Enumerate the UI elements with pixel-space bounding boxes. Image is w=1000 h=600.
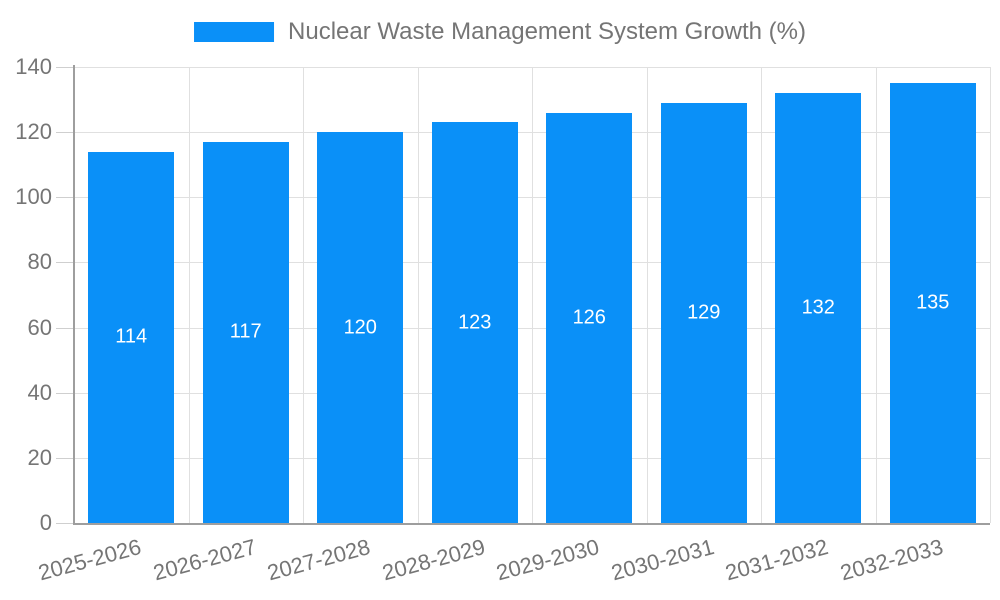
y-axis-tick: [56, 262, 74, 264]
y-axis-tick: [56, 67, 74, 68]
bar: 120: [317, 132, 404, 523]
bar: 126: [546, 112, 633, 523]
y-axis-tick-label: 60: [27, 314, 52, 340]
bar: 129: [660, 102, 747, 523]
bar: 123: [431, 122, 518, 523]
legend-swatch: [194, 22, 275, 42]
x-axis-tick-label: 2030-2031: [608, 534, 717, 586]
x-axis-tick-label: 2025-2026: [35, 534, 144, 586]
gridline-vertical: [646, 67, 648, 523]
gridline-vertical: [417, 67, 419, 523]
bar: 114: [88, 151, 175, 523]
x-axis-tick-label: 2031-2032: [722, 534, 831, 586]
gridline-vertical: [532, 67, 533, 523]
y-axis-tick-label: 100: [15, 184, 52, 210]
legend: Nuclear Waste Management System Growth (…: [194, 18, 806, 46]
y-axis-tick: [56, 457, 74, 459]
x-axis-line: [73, 523, 990, 525]
y-axis-tick-label: 80: [27, 249, 52, 275]
bar-value-label: 120: [343, 316, 377, 339]
x-axis-tick-label: 2026-2027: [150, 534, 259, 586]
y-axis-tick: [56, 197, 74, 199]
bar-value-label: 129: [687, 301, 721, 324]
y-axis-tick-label: 0: [39, 510, 52, 535]
gridline-vertical: [303, 67, 304, 523]
y-axis-tick: [56, 523, 74, 524]
gridline-vertical: [875, 67, 877, 523]
bar-value-label: 123: [458, 311, 492, 334]
bar: 117: [202, 141, 289, 523]
x-axis-tick-label: 2029-2030: [493, 534, 602, 586]
gridline-vertical: [188, 67, 190, 523]
y-axis-line: [73, 65, 75, 525]
y-axis-tick: [56, 132, 74, 134]
y-axis-tick: [56, 327, 74, 329]
y-axis-tick-label: 140: [15, 54, 52, 79]
x-axis-tick-label: 2028-2029: [379, 534, 488, 586]
bar-value-label: 135: [916, 291, 950, 314]
bar: 135: [889, 83, 976, 523]
y-axis-tick-label: 120: [15, 119, 52, 145]
y-axis-tick-label: 40: [27, 379, 52, 405]
bar-value-label: 117: [229, 320, 262, 343]
y-axis-tick-label: 20: [27, 444, 52, 470]
bar-value-label: 126: [572, 306, 606, 329]
y-axis-tick: [56, 392, 74, 394]
bar-value-label: 132: [801, 296, 835, 319]
gridline-vertical: [761, 67, 762, 523]
legend-label: Nuclear Waste Management System Growth (…: [288, 18, 806, 45]
x-axis-tick-label: 2027-2028: [264, 534, 373, 586]
gridline-vertical: [990, 67, 991, 523]
bar-value-label: 114: [115, 325, 148, 348]
bar: 132: [775, 93, 862, 523]
x-axis-tick-label: 2032-2033: [837, 534, 946, 586]
